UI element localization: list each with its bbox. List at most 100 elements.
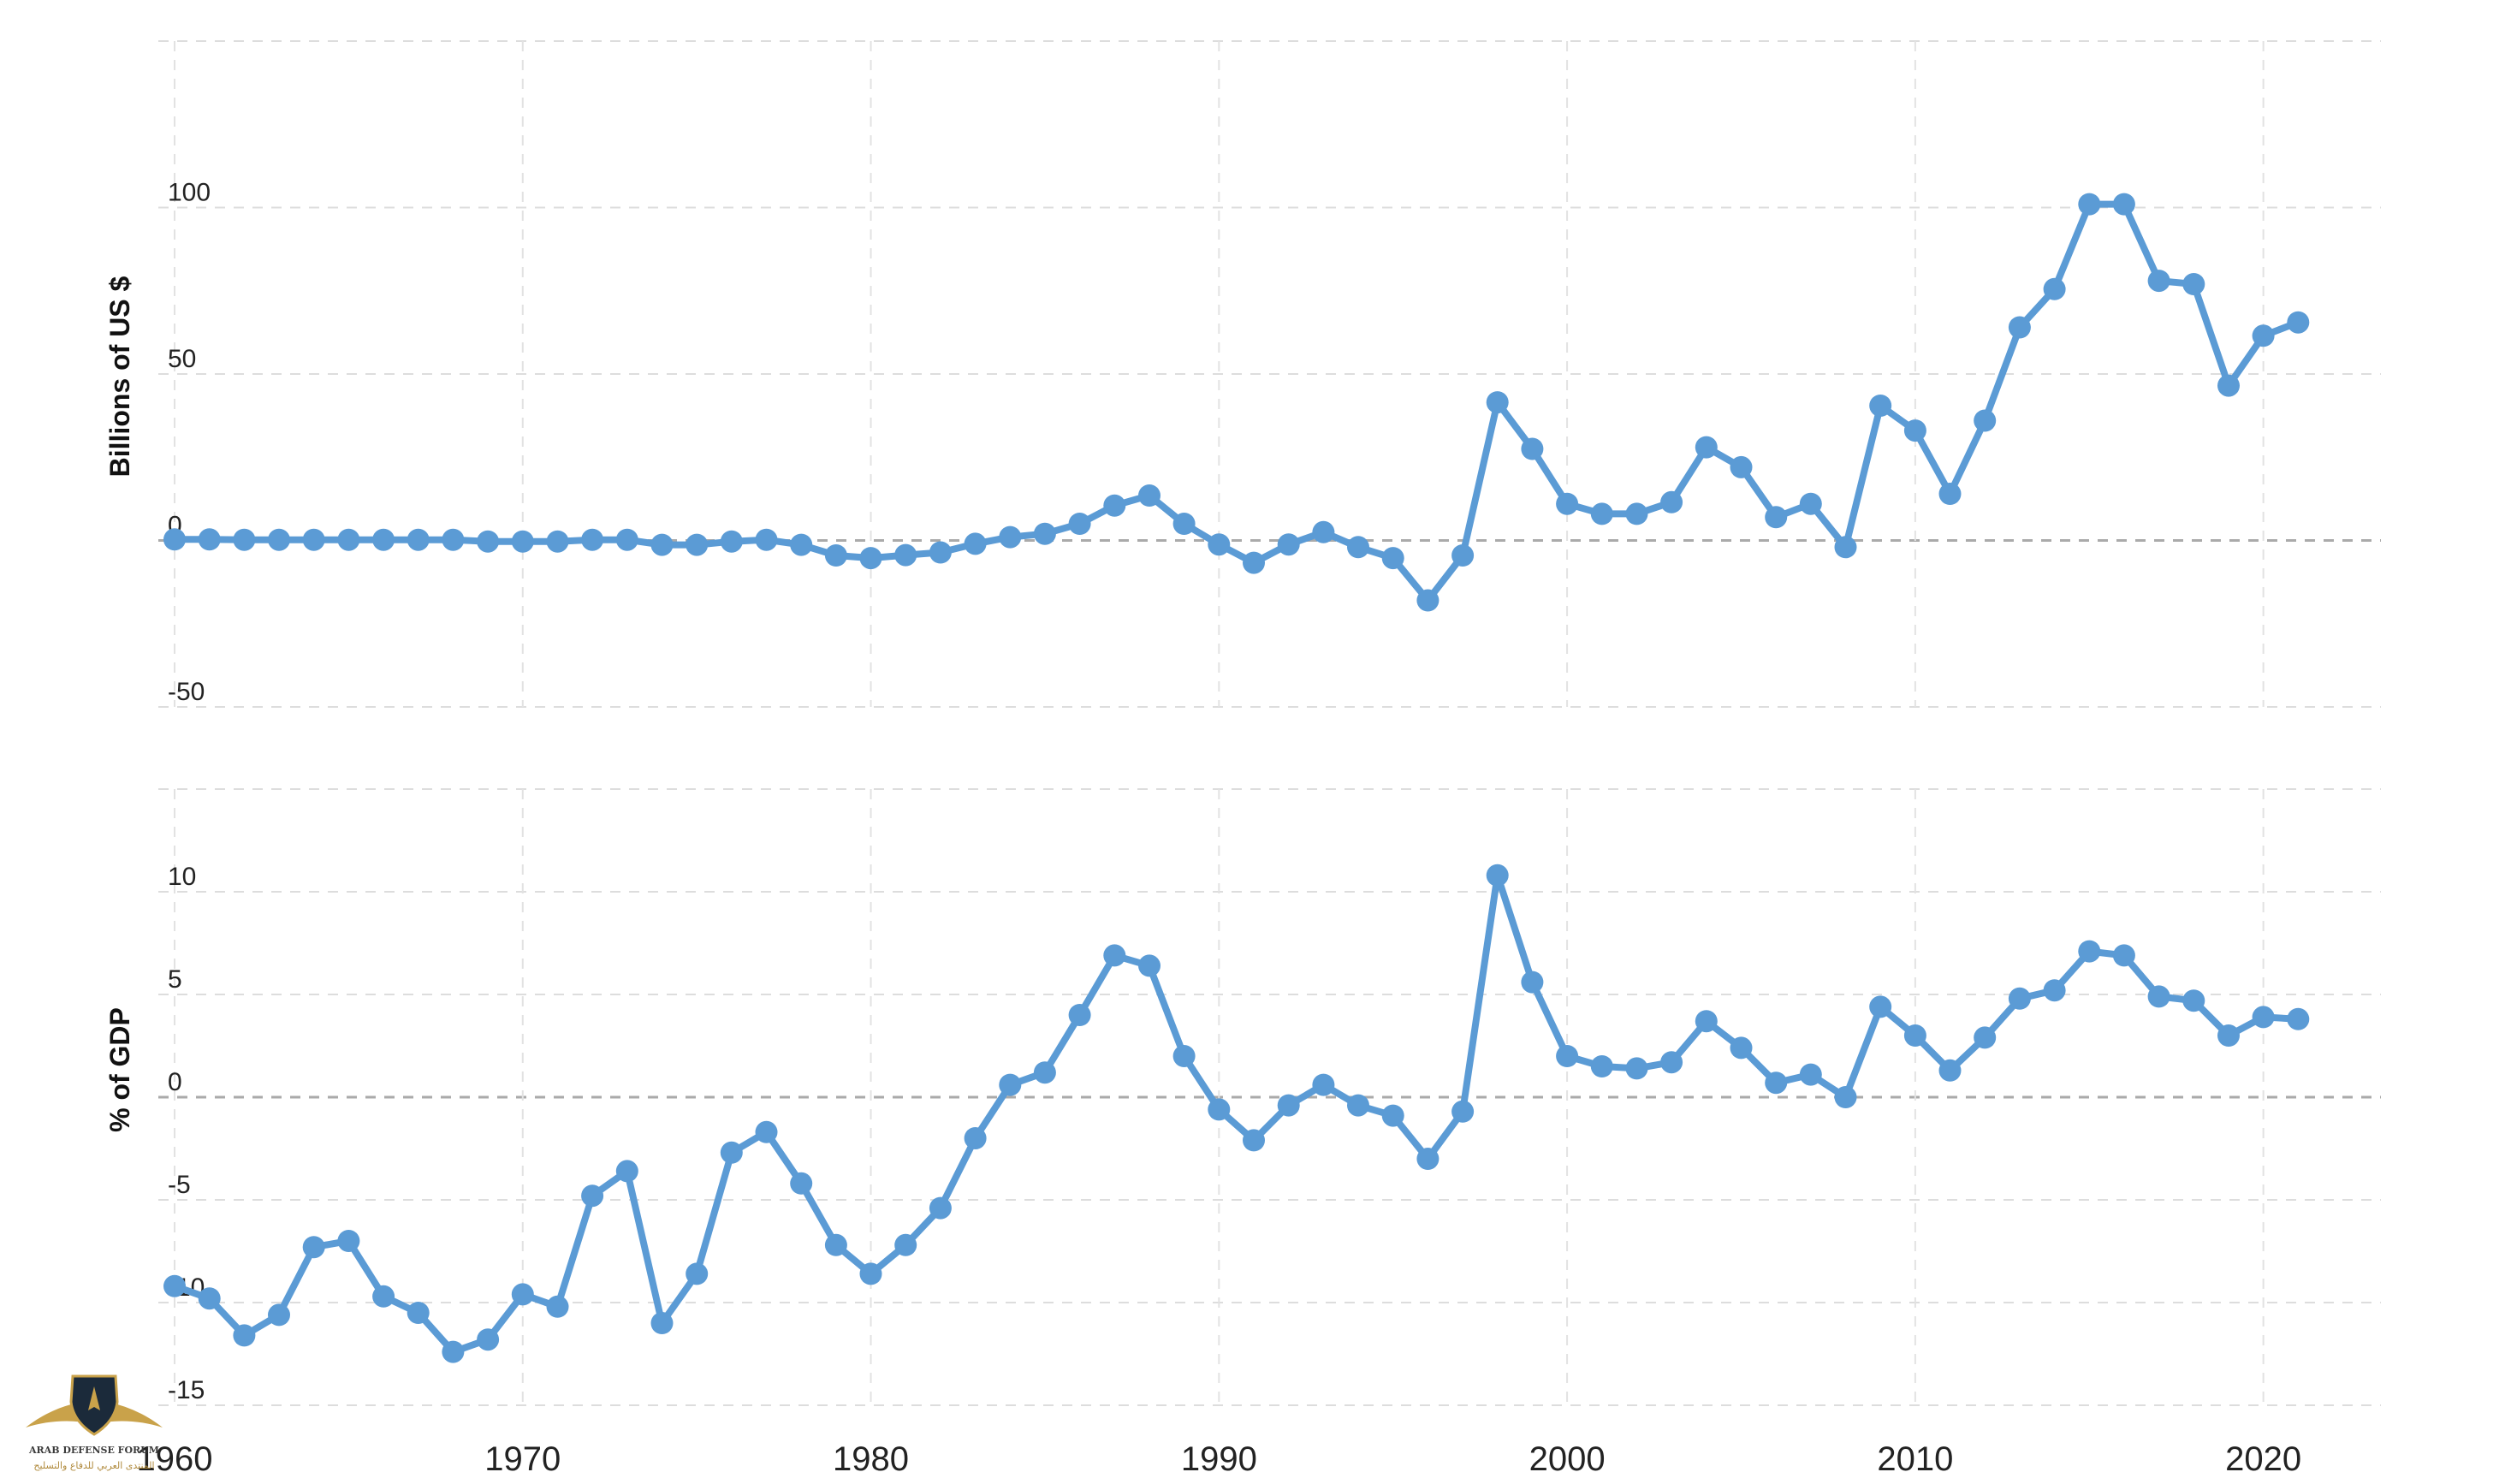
data-point bbox=[1068, 513, 1091, 535]
data-point bbox=[511, 1283, 534, 1306]
data-point bbox=[1903, 419, 1926, 442]
data-point bbox=[824, 1233, 847, 1256]
data-point bbox=[1869, 995, 1892, 1018]
y-tick-label: -50 bbox=[168, 678, 205, 706]
data-point bbox=[755, 528, 778, 551]
data-point bbox=[1138, 954, 1161, 977]
data-point bbox=[1660, 490, 1683, 513]
x-tick-label: 2000 bbox=[1529, 1440, 1606, 1478]
data-point bbox=[372, 528, 395, 551]
data-point bbox=[1903, 1024, 1926, 1047]
data-point bbox=[1834, 536, 1857, 559]
data-point bbox=[1208, 533, 1231, 556]
data-point bbox=[1033, 1061, 1056, 1084]
data-point bbox=[1556, 492, 1579, 515]
data-point bbox=[755, 1120, 778, 1143]
data-point bbox=[650, 533, 674, 556]
data-point bbox=[233, 528, 256, 551]
data-point bbox=[1243, 551, 1265, 574]
data-point bbox=[859, 547, 882, 570]
data-point bbox=[859, 1262, 882, 1285]
data-point bbox=[1312, 520, 1335, 543]
data-point bbox=[546, 530, 569, 553]
x-tick-label: 1970 bbox=[484, 1440, 561, 1478]
data-point bbox=[1277, 533, 1300, 556]
data-point bbox=[1521, 971, 1544, 994]
data-point bbox=[686, 1262, 709, 1285]
data-point bbox=[1451, 1100, 1475, 1123]
data-point bbox=[1625, 502, 1648, 525]
data-point bbox=[2252, 324, 2275, 347]
data-point bbox=[1033, 522, 1056, 545]
logo-jet-icon bbox=[88, 1386, 100, 1410]
data-point bbox=[1765, 506, 1788, 529]
data-point bbox=[1243, 1129, 1265, 1152]
data-point bbox=[1590, 1055, 1613, 1077]
data-point bbox=[1730, 455, 1753, 478]
data-point bbox=[2287, 1007, 2310, 1030]
data-point bbox=[894, 1233, 917, 1256]
x-tick-label: 2020 bbox=[2225, 1440, 2301, 1478]
data-point bbox=[1590, 502, 1613, 525]
data-point bbox=[1486, 864, 1509, 887]
y-tick-label: -15 bbox=[168, 1376, 205, 1404]
data-point bbox=[720, 530, 743, 553]
logo-arabic: المنتدى العربي للدفاع والتسليح bbox=[33, 1460, 154, 1471]
data-point bbox=[1556, 1045, 1579, 1067]
data-point bbox=[2217, 1024, 2240, 1047]
data-point bbox=[372, 1285, 395, 1308]
data-point bbox=[929, 1196, 952, 1220]
data-point bbox=[1451, 544, 1475, 567]
data-point bbox=[1974, 409, 1997, 432]
y-axis-label-percent-gdp: % of GDP bbox=[104, 1007, 135, 1132]
data-point bbox=[2043, 979, 2066, 1002]
data-point bbox=[2252, 1006, 2275, 1029]
data-point bbox=[2147, 270, 2170, 293]
y-tick-label: 10 bbox=[168, 863, 196, 891]
data-point bbox=[999, 525, 1022, 549]
data-point bbox=[1277, 1094, 1300, 1117]
data-point bbox=[581, 528, 604, 551]
data-point bbox=[2182, 989, 2205, 1012]
data-point bbox=[477, 1328, 500, 1351]
data-point bbox=[198, 1287, 221, 1310]
data-point bbox=[790, 1172, 813, 1195]
data-point bbox=[1486, 391, 1509, 414]
x-tick-label: 1980 bbox=[833, 1440, 909, 1478]
data-point bbox=[198, 528, 221, 551]
x-ticks: 1960 1970 1980 1990 2000 2010 2020 bbox=[137, 1440, 2302, 1478]
data-point bbox=[302, 1236, 325, 1259]
data-point bbox=[1625, 1057, 1648, 1080]
data-point bbox=[337, 528, 360, 551]
y-tick-label: -5 bbox=[168, 1171, 191, 1199]
data-point bbox=[1660, 1051, 1683, 1074]
data-point bbox=[2112, 193, 2135, 216]
data-point bbox=[615, 1160, 638, 1183]
data-point bbox=[1799, 492, 1822, 515]
x-tick-label: 1990 bbox=[1181, 1440, 1257, 1478]
data-point bbox=[686, 533, 709, 556]
series-points-billions bbox=[163, 193, 2310, 612]
data-point bbox=[1381, 1104, 1404, 1127]
data-point bbox=[1416, 1148, 1440, 1170]
data-point bbox=[1974, 1026, 1997, 1049]
data-point bbox=[407, 1302, 430, 1324]
data-point bbox=[1312, 1073, 1335, 1096]
data-point bbox=[1172, 1045, 1196, 1067]
data-point bbox=[2008, 316, 2031, 339]
y-tick-label: 5 bbox=[168, 965, 182, 994]
data-point bbox=[964, 1127, 987, 1149]
data-point bbox=[302, 528, 325, 551]
data-point bbox=[1834, 1086, 1857, 1108]
series-line-percent-gdp bbox=[171, 871, 2302, 1356]
data-point bbox=[790, 533, 813, 556]
data-point bbox=[1799, 1063, 1822, 1086]
data-point bbox=[894, 543, 917, 567]
data-point bbox=[2147, 985, 2170, 1008]
data-point bbox=[2043, 277, 2066, 300]
data-point bbox=[268, 1303, 290, 1327]
forum-logo: ARAB DEFENSE FORUM المنتدى العربي للدفاع… bbox=[26, 1374, 163, 1471]
